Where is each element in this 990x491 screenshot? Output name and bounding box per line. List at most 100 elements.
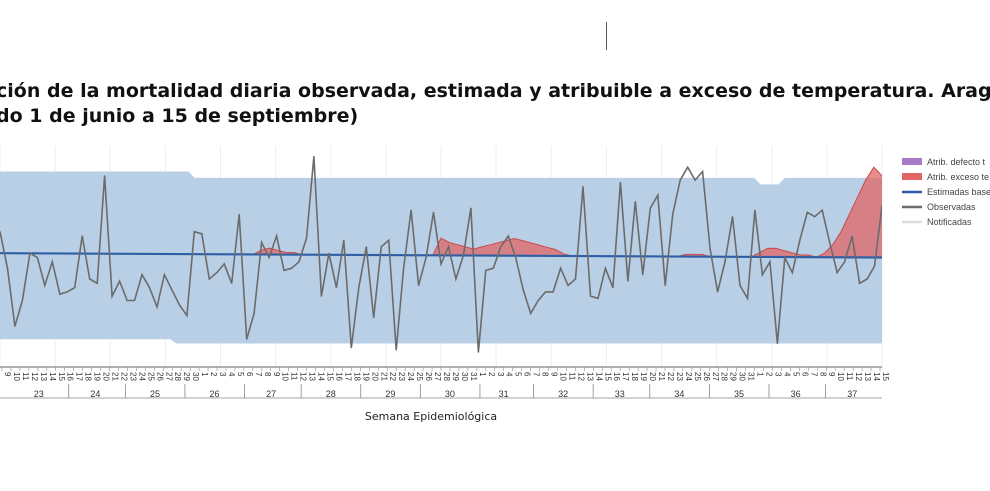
day-tick-label: 27 xyxy=(711,372,720,381)
day-tick-label: 4 xyxy=(782,372,791,377)
observed-point xyxy=(328,252,330,254)
day-tick-label: 23 xyxy=(397,372,406,381)
day-tick-label: 21 xyxy=(657,372,666,381)
observed-point xyxy=(724,261,726,263)
day-tick-label: 31 xyxy=(469,372,478,381)
day-tick-label: 14 xyxy=(317,372,326,381)
observed-point xyxy=(731,216,734,218)
observed-point xyxy=(208,278,210,280)
day-tick-label: 11 xyxy=(845,372,854,381)
day-tick-label: 15 xyxy=(326,372,335,381)
day-tick-label: 11 xyxy=(567,372,576,381)
observed-point xyxy=(223,263,225,265)
observed-point xyxy=(859,282,861,284)
day-tick-label: 24 xyxy=(684,372,693,381)
observed-point xyxy=(836,272,838,274)
observed-point xyxy=(881,205,882,207)
day-tick-label: 14 xyxy=(48,372,57,381)
day-tick-label: 19 xyxy=(639,372,648,381)
day-tick-label: 7 xyxy=(532,372,541,377)
day-tick-label: 29 xyxy=(182,372,191,381)
observed-point xyxy=(418,284,420,286)
day-tick-label: 20 xyxy=(102,372,111,381)
observed-point xyxy=(0,231,1,233)
observed-point xyxy=(597,297,599,299)
week-label: 26 xyxy=(210,389,220,399)
observed-point xyxy=(186,315,188,317)
week-label: 24 xyxy=(90,389,100,399)
day-tick-label: 15 xyxy=(881,372,890,381)
observed-point xyxy=(851,235,853,237)
week-label: 28 xyxy=(326,389,336,399)
week-label: 33 xyxy=(615,389,625,399)
observed-point xyxy=(96,282,98,284)
day-tick-label: 25 xyxy=(693,372,702,381)
day-tick-label: 3 xyxy=(496,372,505,377)
day-tick-label: 7 xyxy=(254,372,263,377)
day-tick-label: 12 xyxy=(299,372,308,381)
observed-points xyxy=(0,155,882,353)
observed-point xyxy=(702,170,704,173)
observed-point xyxy=(844,261,846,263)
observed-point xyxy=(672,213,674,216)
day-tick-label: 18 xyxy=(352,372,361,381)
observed-point xyxy=(350,347,352,349)
observed-point xyxy=(29,252,31,254)
day-tick-label: 29 xyxy=(451,372,460,381)
observed-point xyxy=(746,297,749,299)
legend-label: Atrib. defecto t xyxy=(927,157,986,167)
day-tick-label: 16 xyxy=(335,372,344,381)
day-tick-label: 30 xyxy=(460,372,469,381)
day-tick-label: 26 xyxy=(424,372,433,381)
observed-point xyxy=(89,278,91,280)
observed-point xyxy=(201,233,203,235)
observed-point xyxy=(560,267,562,269)
day-tick-label: 15 xyxy=(603,372,612,381)
observed-point xyxy=(388,239,390,241)
observed-point xyxy=(261,241,263,244)
day-tick-label: 19 xyxy=(93,372,102,381)
day-tick-label: 3 xyxy=(774,372,783,377)
observed-point xyxy=(545,291,547,293)
observed-point xyxy=(14,325,16,327)
day-tick-label: 10 xyxy=(836,372,845,381)
observed-point xyxy=(829,241,831,244)
day-tick-label: 10 xyxy=(559,372,568,381)
legend: Atrib. defecto t Atrib. exceso te Estimada… xyxy=(902,157,990,227)
day-tick-label: 26 xyxy=(702,372,711,381)
observed-point xyxy=(806,211,808,213)
observed-point xyxy=(119,280,121,282)
observed-point xyxy=(589,295,592,297)
day-tick-label: 11 xyxy=(290,372,299,381)
observed-point xyxy=(485,269,487,271)
observed-point xyxy=(814,216,816,218)
observed-point xyxy=(492,267,494,269)
day-tick-label: 2 xyxy=(765,372,774,377)
observed-point xyxy=(530,312,532,314)
day-tick-label: 13 xyxy=(39,372,48,381)
week-label: 30 xyxy=(445,389,455,399)
observed-point xyxy=(231,282,233,284)
observed-point xyxy=(709,248,711,250)
observed-point xyxy=(866,278,868,280)
week-label: 34 xyxy=(674,389,684,399)
observed-point xyxy=(238,213,240,216)
day-tick-label: 2 xyxy=(209,372,218,377)
day-tick-label: 28 xyxy=(720,372,729,381)
observed-point xyxy=(36,256,39,259)
observed-point xyxy=(104,175,106,177)
day-tick-label: 23 xyxy=(675,372,684,381)
observed-point xyxy=(253,312,255,314)
observed-point xyxy=(51,261,53,263)
day-tick-label: 29 xyxy=(729,372,738,381)
estimated-line xyxy=(0,252,882,259)
observed-point xyxy=(380,246,382,248)
legend-label: Estimadas base xyxy=(927,187,990,197)
observed-point xyxy=(447,246,450,248)
day-tick-label: 12 xyxy=(854,372,863,381)
legend-label: Observadas xyxy=(927,202,976,212)
day-tick-label: 18 xyxy=(630,372,639,381)
chart-title-line-2: do 1 de junio a 15 de septiembre) xyxy=(0,105,359,127)
day-tick-label: 8 xyxy=(541,372,550,377)
observed-point xyxy=(283,269,285,271)
